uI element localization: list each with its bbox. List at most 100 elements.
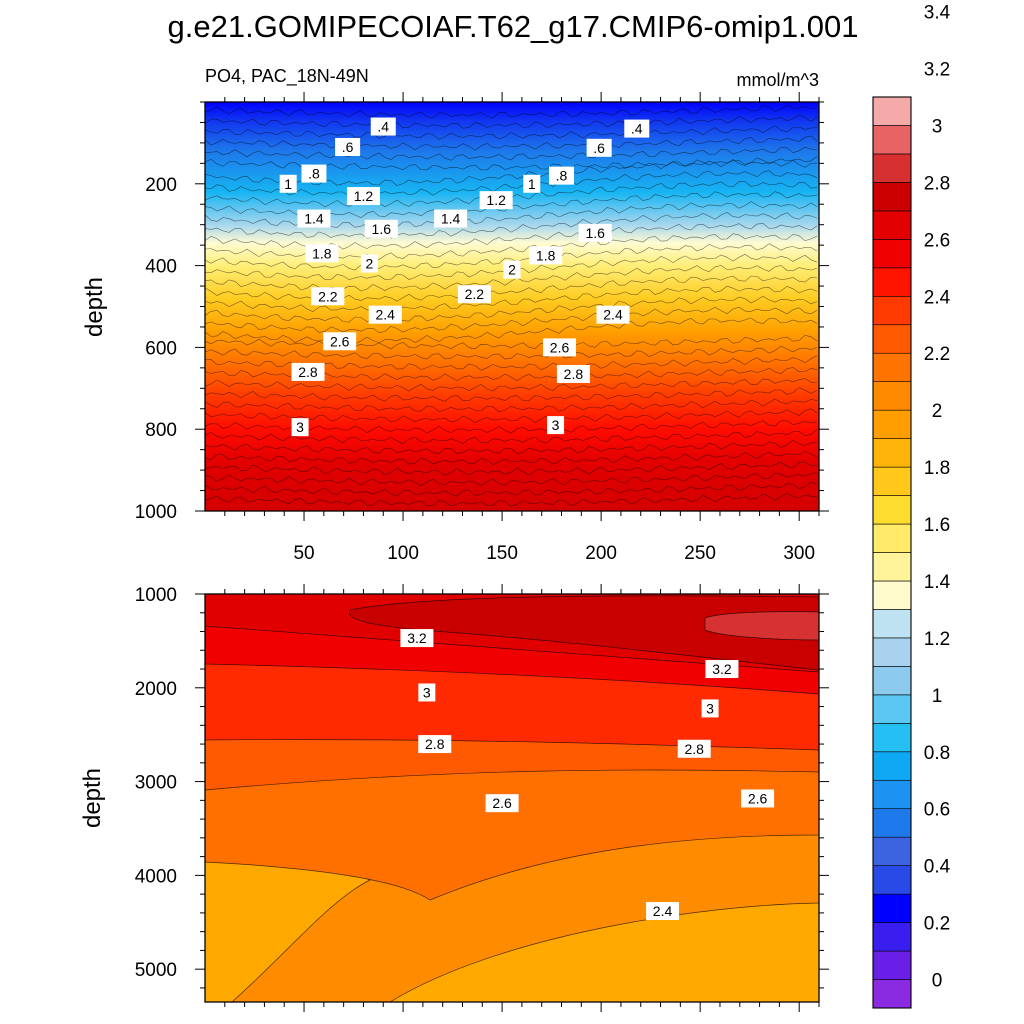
contour-label: 2.4 [646,902,680,921]
upper-contour-line [205,170,818,197]
contour-label-box [596,305,630,324]
colorbar-swatch [872,523,912,553]
upper-contour-line [205,125,818,140]
colorbar-label: 2 [932,401,943,422]
colorbar-swatch [872,694,912,724]
x-tick-label: 300 [783,543,815,564]
contour-label-text: 1.4 [304,211,324,227]
upper-contour-line [205,440,818,455]
upper-contour-line [205,387,818,402]
contour-label-text: .6 [342,139,354,155]
contour-label: 1 [523,174,541,193]
upper-contour-line [205,114,818,129]
band-3.2 [349,595,819,671]
colorbar-swatch [872,409,912,439]
contour-label: .6 [335,137,361,156]
contour-label-box [646,902,680,921]
y-tick-label: 2000 [135,679,177,700]
colorbar-swatch [872,267,912,297]
upper-contour-line [205,105,817,119]
contour-label-text: 1.8 [312,245,332,261]
colorbar-swatch [872,495,912,525]
contour-label: 1.4 [297,209,331,228]
contour-label: 3 [291,418,309,437]
colorbar-swatch [872,779,912,810]
contour-label-box [305,244,339,263]
upper-axis-ticks: 50 100 150 200 250 300 200 400 600 800 1000 [135,92,829,564]
upper-contour-line [205,275,818,303]
contour-label-box [741,789,775,808]
contour-label-box [503,260,521,279]
upper-contour-line [205,334,818,350]
upper-contour-line [205,493,817,507]
contour-label-text: 2.6 [550,339,570,355]
contour-label: 2.2 [311,287,345,306]
colorbar-swatch [872,295,912,326]
colorbar-swatch [872,125,912,155]
upper-contour-line [205,451,818,465]
contour-label-text: 2.4 [603,307,623,323]
y-tick-label: 4000 [135,866,177,887]
contour-label: 2.6 [741,789,775,808]
contour-label-text: 2 [508,262,516,278]
contour-label: 1.8 [305,244,339,263]
x-tick-label: 200 [585,543,617,564]
colorbar-label: 2.2 [924,344,950,365]
upper-contour-labels: .4 .4 .6 .6 .8 .8 1 1 1.2 1.2 1.4 1.4 1.6 1.6 1.8 1.8 2 2… [279,117,650,437]
colorbar-swatch [872,979,912,1009]
contour-label-box [543,338,577,357]
y-tick-label: 600 [145,338,177,359]
upper-panel: .4 .4 .6 .6 .8 .8 1 1 1.2 1.2 1.4 1.4 1.6 1.6 1.8 1.8 2 2… [81,92,829,564]
contour-label: 2 [360,254,378,273]
units-label: mmol/m^3 [737,70,819,90]
contour-label-text: 2.2 [318,288,338,304]
y-tick-label: 1000 [135,585,177,606]
contour-label-box [624,119,650,138]
colorbar-label: 2.6 [924,230,950,251]
colorbar-label: 3 [932,116,943,137]
upper-y-axis-label: depth [81,277,108,337]
colorbar-swatch [872,637,912,667]
contour-label-text: 2.6 [330,333,350,349]
contour-label: 3.2 [705,660,739,679]
upper-contour-line [205,472,818,487]
contour-label: 2.4 [596,305,630,324]
colorbar-swatch [872,609,912,639]
contour-label-box [301,164,327,183]
x-tick-label: 50 [293,543,314,564]
contour-label: 1.6 [578,223,612,242]
colorbar-swatch [872,723,912,753]
contour-label-box [291,362,325,381]
colorbar-swatch [872,552,912,582]
contour-label-text: 1.6 [372,221,392,237]
colorbar-swatch [872,865,912,895]
upper-contour-line [205,306,818,334]
colorbar-label: 2.4 [924,287,951,308]
colorbar-swatch [872,580,912,610]
colorbar-swatch [872,210,912,240]
variable-label: PO4, PAC_18N-49N [205,66,369,87]
contour-label-text: 2.2 [465,286,485,302]
contour-label-box [586,138,612,157]
x-tick-label: 150 [486,543,518,564]
upper-contour-line [205,135,818,151]
contour-label: .8 [301,164,327,183]
contour-label-box [323,332,357,351]
contour-label-text: 3 [423,684,431,700]
colorbar-label: 3.4 [924,3,951,24]
upper-contour-line [205,265,818,292]
contour-label: 1.4 [434,209,468,228]
x-tick-label: 100 [387,543,419,564]
contour-label: 2.6 [485,794,519,813]
contour-label-text: 1.2 [486,192,506,208]
contour-label: 2.8 [291,362,325,381]
y-tick-label: 200 [145,175,177,196]
chart-title: g.e21.GOMIPECOIAF.T62_g17.CMIP6-omip1.00… [168,9,859,44]
contour-label-box [701,699,719,718]
contour-label-text: 2.6 [748,790,768,806]
contour-label-box [547,416,565,435]
y-tick-label: 800 [145,420,177,441]
lower-panel-fill [205,594,819,1002]
contour-label-text: 1.8 [536,247,556,263]
contour-label-text: 2.8 [684,741,704,757]
